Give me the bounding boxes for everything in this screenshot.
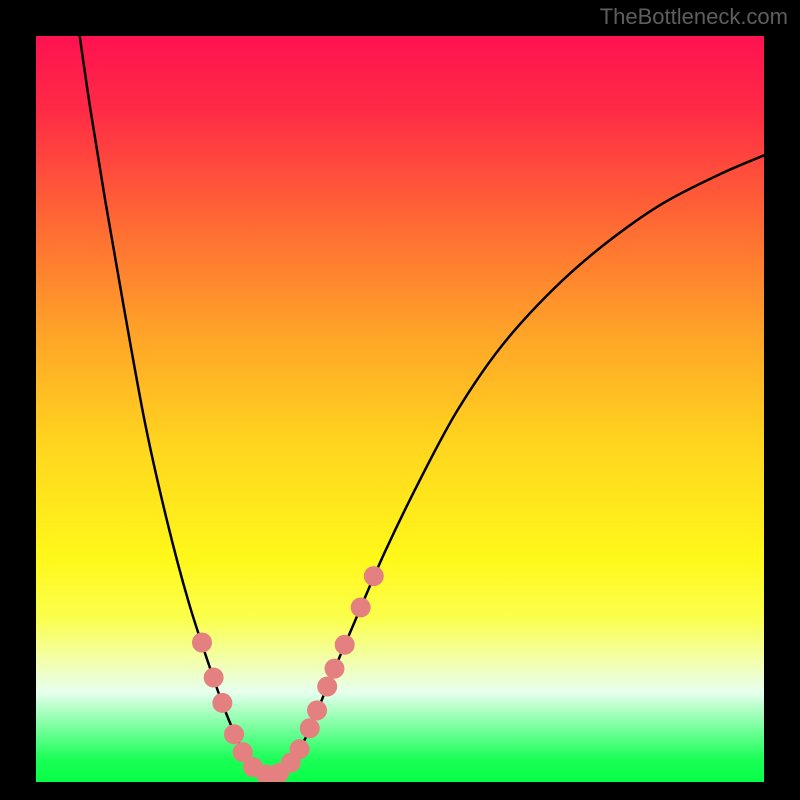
marker-dot — [300, 718, 320, 738]
chart-svg — [36, 36, 764, 782]
marker-dot — [307, 700, 327, 720]
marker-dot — [351, 597, 371, 617]
chart-frame: TheBottleneck.com — [0, 0, 800, 800]
marker-dot — [192, 633, 212, 653]
marker-dot — [212, 693, 232, 713]
watermark-text: TheBottleneck.com — [600, 4, 788, 30]
chart-background — [36, 36, 764, 782]
marker-dot — [317, 677, 337, 697]
marker-dot — [364, 566, 384, 586]
marker-dot — [324, 659, 344, 679]
marker-dot — [335, 635, 355, 655]
marker-dot — [224, 724, 244, 744]
marker-dot — [290, 739, 310, 759]
marker-dot — [204, 668, 224, 688]
chart-plot-area — [36, 36, 764, 782]
